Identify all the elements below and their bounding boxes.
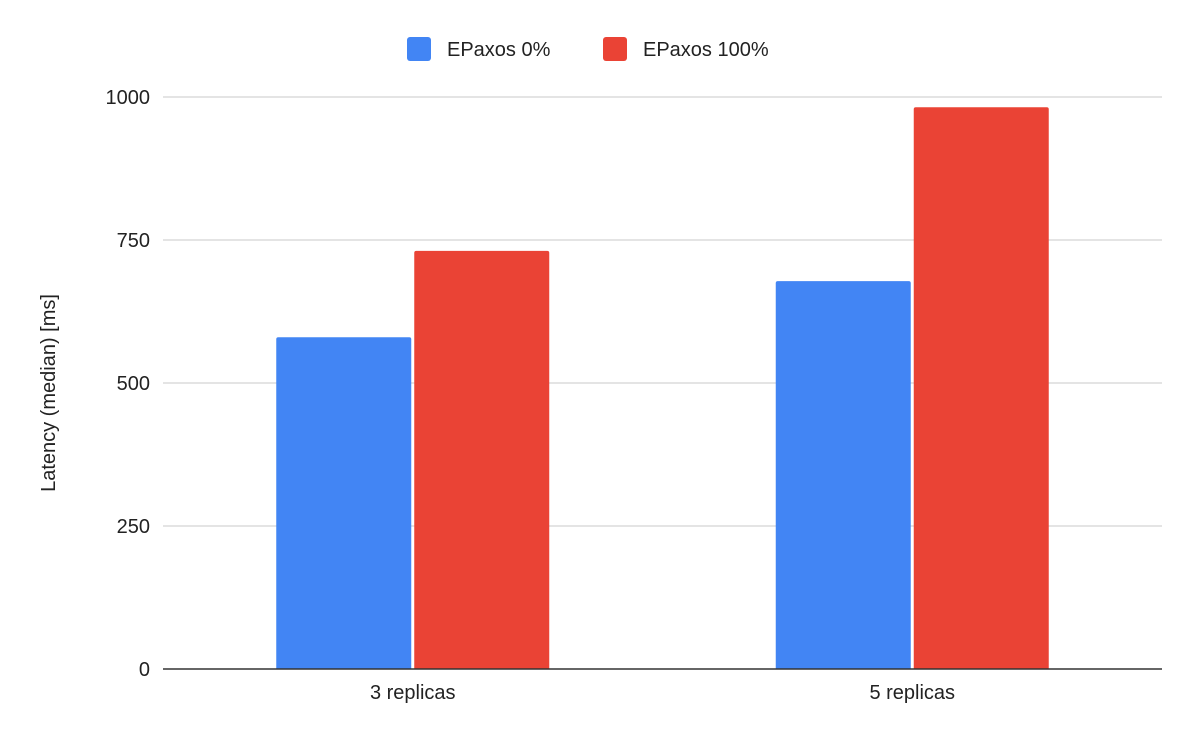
x-tick-label: 3 replicas (370, 682, 456, 704)
legend: EPaxos 0% EPaxos 100% (407, 37, 769, 61)
legend-swatch (407, 37, 431, 61)
bars (276, 107, 1049, 670)
bar-epaxos-100-5-replicas (913, 107, 1049, 669)
y-tick-label: 0 (139, 659, 150, 681)
y-tick-label: 1000 (106, 87, 151, 109)
bar-epaxos-0-3-replicas (276, 337, 412, 669)
bar-epaxos-0-5-replicas (775, 281, 911, 669)
legend-swatch (603, 37, 627, 61)
y-tick-label: 250 (117, 516, 150, 538)
legend-label: EPaxos 100% (643, 39, 769, 61)
legend-label: EPaxos 0% (447, 39, 551, 61)
y-tick-label: 500 (117, 373, 150, 395)
y-axis-ticks: 0 250 500 750 1000 (106, 87, 151, 681)
x-axis-ticks: 3 replicas 5 replicas (370, 682, 955, 704)
y-axis-title: Latency (median) [ms] (38, 294, 60, 492)
x-tick-label: 5 replicas (869, 682, 955, 704)
y-tick-label: 750 (117, 230, 150, 252)
bar-epaxos-100-3-replicas (414, 250, 550, 670)
